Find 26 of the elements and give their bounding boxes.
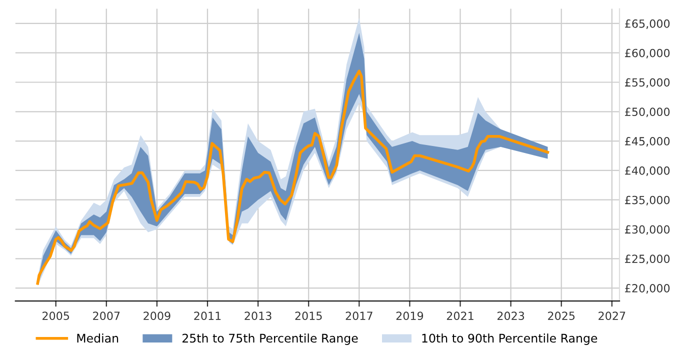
x-tick-label: 2009 (144, 312, 170, 320)
x-tick-label: 2025 (548, 312, 575, 320)
y-tick-label: £55,000 (625, 78, 670, 88)
y-tick-label: £35,000 (625, 196, 670, 206)
x-tick-label: 2007 (93, 312, 120, 320)
y-tick-label: £45,000 (625, 137, 670, 147)
legend-label: Median (77, 334, 118, 343)
x-tick-label: 2019 (396, 312, 424, 320)
y-tick-label: £30,000 (625, 225, 670, 235)
x-tick-label: 2017 (346, 312, 372, 320)
y-tick-label: £60,000 (625, 48, 670, 58)
y-tick-label: £40,000 (625, 166, 670, 176)
x-tick-label: 2005 (42, 312, 70, 320)
x-tick-label: 2023 (497, 312, 524, 320)
x-tick-label: 2021 (446, 312, 474, 320)
legend-label: 25th to 75th Percentile Range (182, 334, 358, 345)
x-tick-label: 2015 (295, 312, 322, 320)
x-tick-label: 2027 (598, 312, 626, 320)
y-tick-label: £65,000 (625, 19, 670, 29)
y-tick-label: £50,000 (625, 108, 670, 118)
x-tick-label: 2011 (194, 312, 221, 320)
x-tick-label: 2013 (244, 312, 272, 320)
y-tick-label: £20,000 (625, 284, 670, 294)
line-series (36, 70, 550, 285)
y-tick-label: £25,000 (625, 254, 670, 264)
legend-label: 10th to 90th Percentile Range (422, 334, 598, 345)
